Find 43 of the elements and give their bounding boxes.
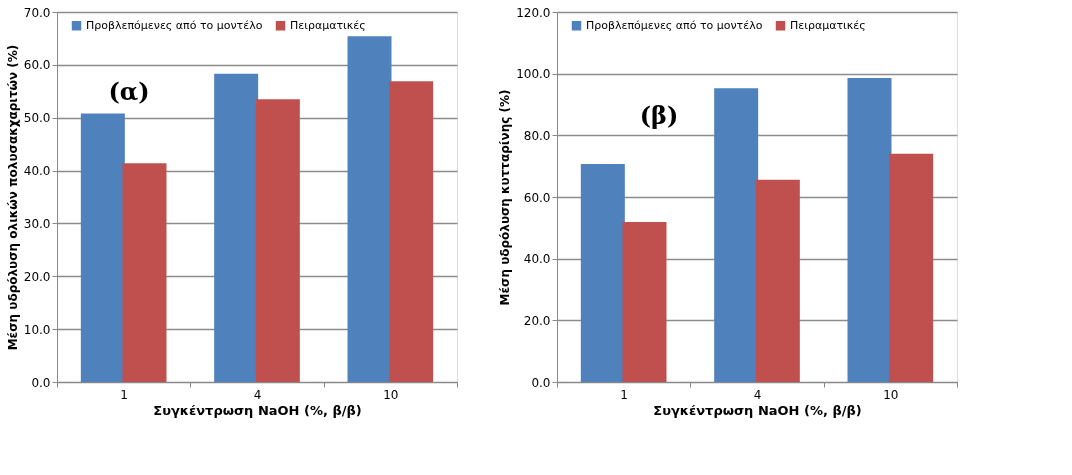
y-tick-label: 10.0 — [23, 322, 51, 337]
y-tick-label: 50.0 — [23, 111, 51, 126]
y-tick-label: 80.0 — [523, 128, 551, 143]
y-tick-label: 120.0 — [516, 5, 551, 20]
y-tick-label: 20.0 — [523, 313, 551, 328]
y-tick-label: 30.0 — [23, 216, 51, 231]
y-axis-title: Μέση υδρόλυση κυτταρίνης (%) — [498, 89, 513, 306]
y-tick-label: 0.0 — [531, 375, 551, 390]
y-tick-label: 40.0 — [523, 252, 551, 267]
y-tick-label: 70.0 — [23, 5, 51, 20]
y-tick-label: 60.0 — [523, 190, 551, 205]
x-tick-label: 10 — [383, 387, 399, 402]
legend-label: Πειραματικές — [790, 18, 866, 32]
legend-label: Προβλεπόμενες από το μοντέλο — [586, 18, 763, 32]
x-axis-title: Συγκέντρωση NaOH (%, β/β) — [153, 402, 362, 418]
y-tick-label: 100.0 — [516, 67, 551, 82]
bar — [389, 81, 434, 382]
x-tick-label: 10 — [883, 387, 899, 402]
bar — [122, 163, 167, 382]
legend-label: Προβλεπόμενες από το μοντέλο — [86, 18, 263, 32]
bar — [347, 36, 392, 382]
legend-label: Πειραματικές — [290, 18, 366, 32]
annotation: (β) — [639, 101, 679, 131]
bar — [847, 77, 892, 382]
x-tick-label: 1 — [620, 387, 628, 402]
bar — [755, 179, 800, 382]
bar — [889, 153, 934, 382]
bar — [580, 164, 625, 382]
y-tick-label: 40.0 — [23, 164, 51, 179]
x-tick-label: 4 — [253, 387, 262, 402]
bar — [80, 113, 125, 382]
bar — [714, 88, 759, 382]
x-tick-label: 1 — [120, 387, 128, 402]
y-tick-label: 60.0 — [23, 58, 51, 73]
y-tick-label: 20.0 — [23, 269, 51, 284]
bar — [622, 221, 667, 382]
y-tick-label: 0.0 — [31, 375, 51, 390]
bar — [214, 73, 259, 382]
x-tick-label: 4 — [753, 387, 762, 402]
y-axis-title: Μέση υδρόλυση ολικών πολυσακχαριτών (%) — [5, 44, 20, 351]
annotation: (α) — [108, 77, 150, 107]
bar — [255, 99, 300, 382]
x-axis-title: Συγκέντρωση NaOH (%, β/β) — [653, 402, 862, 418]
